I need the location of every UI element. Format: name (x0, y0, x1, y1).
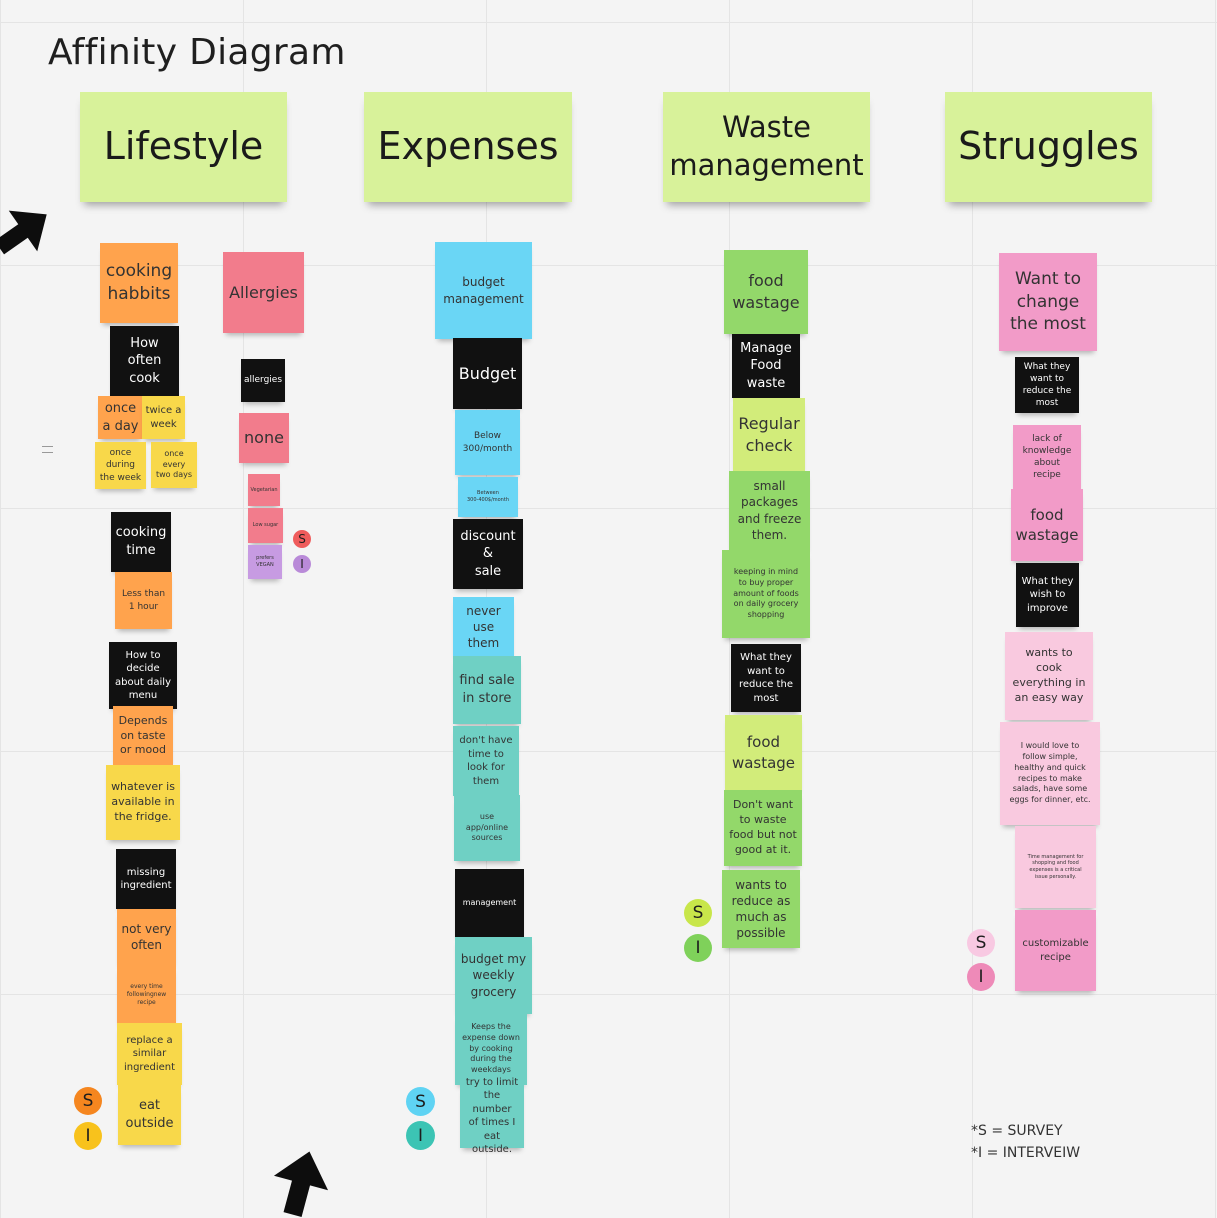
lifestyle-sticky-note[interactable]: prefers VEGAN (248, 545, 282, 579)
small-mark-icon (42, 446, 53, 453)
expenses-sticky-note[interactable]: budget management (435, 242, 532, 339)
waste-sticky-note[interactable]: Manage Food waste (732, 334, 800, 398)
struggles-sticky-note[interactable]: Want to change the most (999, 253, 1097, 351)
lifestyle-sticky-note[interactable]: Depends on taste or mood (113, 706, 173, 766)
category-header-note[interactable]: Lifestyle (80, 92, 287, 202)
lifestyle-sticky-note[interactable]: Low sugar (248, 508, 283, 543)
arrow-pointer-icon (0, 210, 47, 255)
lifestyle-sticky-note[interactable]: allergies (241, 359, 285, 402)
lifestyle-sticky-note[interactable]: every time followingnew recipe (117, 965, 176, 1025)
lifestyle-sticky-note[interactable]: missing ingredient (116, 849, 176, 909)
survey-marker[interactable]: S (293, 530, 311, 548)
struggles-sticky-note[interactable]: I would love to follow simple, healthy a… (1000, 722, 1100, 825)
legend: *S = SURVEY *I = INTERVEIW (971, 1120, 1080, 1164)
expenses-sticky-note[interactable]: never use them (453, 597, 514, 657)
category-header-note[interactable]: Expenses (364, 92, 572, 202)
lifestyle-sticky-note[interactable]: not very often (117, 909, 176, 965)
lifestyle-sticky-note[interactable]: Allergies (223, 252, 304, 333)
expenses-sticky-note[interactable]: Below 300/month (455, 410, 520, 475)
page-title: Affinity Diagram (48, 32, 346, 73)
expenses-sticky-note[interactable]: use app/online sources (454, 795, 520, 861)
lifestyle-sticky-note[interactable]: How to decide about daily menu (109, 642, 177, 709)
expenses-sticky-note[interactable]: Budget (453, 338, 522, 409)
legend-interview: *I = INTERVEIW (971, 1145, 1081, 1161)
expenses-sticky-note[interactable]: try to limit the number of times I eat o… (460, 1077, 524, 1155)
lifestyle-sticky-note[interactable]: How often cook (110, 326, 179, 396)
struggles-sticky-note[interactable]: Time management for shopping and food ex… (1015, 826, 1096, 908)
category-header-note[interactable]: Struggles (945, 92, 1152, 202)
survey-marker[interactable]: S (967, 929, 995, 957)
struggles-sticky-note[interactable]: What they wish to improve (1016, 563, 1079, 627)
arrow-pointer-icon (273, 1151, 329, 1217)
lifestyle-sticky-note[interactable]: twice a week (142, 396, 185, 439)
survey-marker[interactable]: S (406, 1087, 435, 1116)
lifestyle-sticky-note[interactable]: eat outside (118, 1085, 181, 1145)
lifestyle-sticky-note[interactable]: cooking time (111, 512, 171, 572)
interview-marker[interactable]: I (684, 934, 712, 962)
lifestyle-sticky-note[interactable]: whatever is available in the fridge. (106, 765, 180, 840)
struggles-sticky-note[interactable]: wants to cook everything in an easy way (1005, 632, 1093, 720)
expenses-sticky-note[interactable]: management (455, 869, 524, 937)
lifestyle-sticky-note[interactable]: replace a similar ingredient (117, 1023, 182, 1085)
struggles-sticky-note[interactable]: food wastage (1011, 489, 1083, 561)
lifestyle-sticky-note[interactable]: once during the week (95, 442, 146, 489)
expenses-sticky-note[interactable]: Keeps the expense down by cooking during… (455, 1013, 527, 1085)
lifestyle-sticky-note[interactable]: cooking habbits (100, 243, 178, 323)
lifestyle-sticky-note[interactable]: once every two days (151, 442, 197, 488)
expenses-sticky-note[interactable]: discount & sale (453, 519, 523, 589)
interview-marker[interactable]: I (74, 1122, 102, 1150)
waste-sticky-note[interactable]: small packages and freeze them. (729, 471, 810, 550)
waste-sticky-note[interactable]: Regular check (733, 398, 805, 471)
struggles-sticky-note[interactable]: customizable recipe (1015, 910, 1096, 991)
expenses-sticky-note[interactable]: find sale in store (453, 656, 521, 724)
survey-marker[interactable]: S (74, 1087, 102, 1115)
struggles-sticky-note[interactable]: What they want to reduce the most (1015, 357, 1079, 413)
legend-survey: *S = SURVEY (971, 1123, 1063, 1139)
struggles-sticky-note[interactable]: lack of knowledge about recipe (1013, 425, 1081, 489)
waste-sticky-note[interactable]: Don't want to waste food but not good at… (724, 790, 802, 866)
lifestyle-sticky-note[interactable]: Less than 1 hour (115, 572, 172, 629)
expenses-sticky-note[interactable]: don't have time to look for them (453, 726, 519, 796)
category-header-note[interactable]: Waste management (663, 92, 870, 202)
expenses-sticky-note[interactable]: Between 300-400$/month (458, 477, 518, 517)
lifestyle-sticky-note[interactable]: none (239, 413, 289, 463)
waste-sticky-note[interactable]: wants to reduce as much as possible (722, 870, 800, 948)
lifestyle-sticky-note[interactable]: Vegetarian (248, 474, 280, 506)
survey-marker[interactable]: S (684, 899, 712, 927)
waste-sticky-note[interactable]: keeping in mind to buy proper amount of … (722, 550, 810, 638)
interview-marker[interactable]: I (406, 1121, 435, 1150)
interview-marker[interactable]: I (293, 555, 311, 573)
waste-sticky-note[interactable]: What they want to reduce the most (731, 644, 801, 712)
waste-sticky-note[interactable]: food wastage (725, 715, 802, 790)
lifestyle-sticky-note[interactable]: once a day (98, 396, 143, 439)
interview-marker[interactable]: I (967, 963, 995, 991)
waste-sticky-note[interactable]: food wastage (724, 250, 808, 334)
expenses-sticky-note[interactable]: budget my weekly grocery (455, 937, 532, 1014)
